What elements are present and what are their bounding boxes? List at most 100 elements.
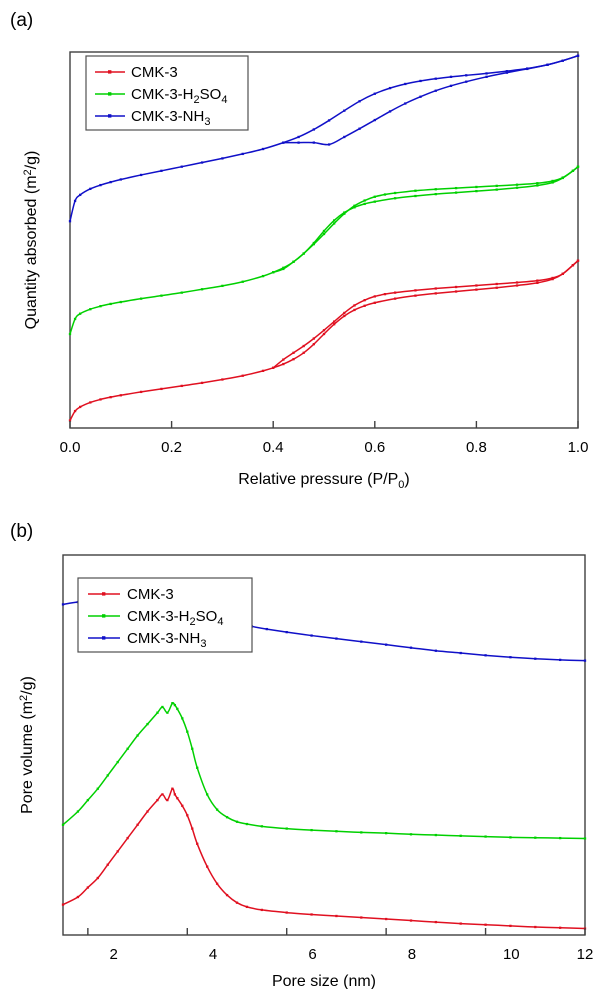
panel-a-series-3-marker xyxy=(393,191,397,195)
panel-a-series-3-marker xyxy=(312,242,315,246)
panel-a-xtick-4: 0.8 xyxy=(466,439,487,456)
panel-a-series-4-marker xyxy=(109,180,112,184)
panel-a-series-3-marker xyxy=(495,184,498,188)
panel-b-series-0-marker xyxy=(181,804,184,807)
panel-b-xtick-5: 12 xyxy=(577,946,594,963)
panel-a-series-0-marker xyxy=(363,304,366,307)
panel-a-series-3-marker xyxy=(576,165,580,168)
panel-a-series-3-marker xyxy=(536,182,539,185)
panel-b-series-2-marker xyxy=(434,649,438,652)
panel-a-series-0-marker xyxy=(261,369,265,372)
panel-a-series-1-marker xyxy=(571,264,575,267)
panel-b-series-1-marker xyxy=(173,703,177,707)
panel-a-series-0-marker xyxy=(292,358,295,361)
panel-a-series-5-marker xyxy=(282,141,285,144)
panel-a-series-1-marker xyxy=(515,281,519,284)
panel-a-series-0-marker xyxy=(454,290,458,293)
panel-a-series-4-marker xyxy=(327,119,331,122)
panel-a-series-0-marker xyxy=(109,396,112,399)
panel-a-series-1-marker xyxy=(302,344,305,348)
panel-a-series-0-marker xyxy=(414,294,417,297)
panel-b-series-1-marker xyxy=(484,835,487,838)
panel-b-x-ticks xyxy=(87,928,586,935)
panel-b-series-1-marker xyxy=(181,717,184,720)
panel-a-series-5-marker xyxy=(404,102,407,105)
panel-b-series-2-marker xyxy=(360,640,363,643)
panel-b-series-1-marker xyxy=(459,834,462,837)
panel-a-series-5-marker xyxy=(526,67,529,71)
panel-b-series-0-marker xyxy=(434,920,438,924)
panel-a-series-5-marker xyxy=(505,71,509,74)
panel-a-series-4-marker xyxy=(241,152,244,156)
panel-a-legend-marker-cmk3 xyxy=(108,70,112,74)
panel-b-series-0-marker xyxy=(61,903,65,906)
panel-a-curves xyxy=(68,54,580,422)
panel-b-series-1-marker xyxy=(384,832,388,835)
panel-b-series-1-marker xyxy=(96,787,99,790)
panel-a-series-4-marker xyxy=(358,100,361,103)
panel-b-series-0-marker xyxy=(126,836,129,840)
panel-b-series-1-marker xyxy=(434,833,438,837)
panel-a-legend-label-cmk3: CMK-3 xyxy=(131,64,178,81)
panel-a-series-0-marker xyxy=(282,362,285,366)
panel-b-series-2-marker xyxy=(558,658,562,662)
panel-a-series-2-marker xyxy=(180,291,183,294)
panel-b-series-0-marker xyxy=(136,823,139,826)
panel-a-x-ticks xyxy=(69,421,579,428)
panel-a-series-0-marker xyxy=(160,387,163,391)
panel-a-series-4-marker xyxy=(99,183,102,187)
panel-a-series-4-marker xyxy=(404,82,407,86)
panel-b-series-1-marker xyxy=(116,760,119,764)
panel-a-legend-marker-cmk3-h2so4 xyxy=(108,92,112,96)
panel-a-legend-label-cmk3-nh3: CMK-3-NH3 xyxy=(131,108,210,128)
panel-b-xtick-1: 4 xyxy=(209,946,217,963)
panel-a-series-4-marker xyxy=(343,109,346,112)
panel-a-series-5-marker xyxy=(419,95,422,98)
panel-a-series-1-marker xyxy=(434,287,437,290)
panel-b-series-0-marker xyxy=(558,926,562,929)
panel-b-series-1-marker xyxy=(285,827,288,830)
panel-a-series-3-marker xyxy=(333,222,336,225)
panel-a-series-4-marker xyxy=(297,135,300,139)
panel-b-series-0-marker xyxy=(484,923,487,926)
panel-b-series-1-marker xyxy=(191,747,194,750)
panel-a-series-5-marker xyxy=(343,135,346,139)
panel-b-series-1-marker xyxy=(260,825,264,828)
panel-b-series-1-marker xyxy=(310,828,313,832)
panel-b-series-1-marker xyxy=(509,836,512,839)
panel-b-legend: CMK-3 CMK-3-H2SO4 CMK-3-NH3 xyxy=(77,577,253,653)
panel-b-series-0-marker xyxy=(384,917,388,921)
panel-a-series-1-marker xyxy=(551,276,554,280)
panel-b-series-0-marker xyxy=(215,882,219,885)
panel-b-series-0-marker xyxy=(161,793,164,796)
panel-b-series-1-marker xyxy=(156,711,159,714)
panel-a-series-5-marker xyxy=(561,59,564,62)
panel-a-series-3-marker xyxy=(551,179,554,183)
panel-a-series-1-marker xyxy=(353,304,356,307)
panel-b-series-2-marker xyxy=(61,603,65,606)
panel-a-series-5-marker xyxy=(373,118,376,122)
panel-b-series-2-marker xyxy=(484,654,487,657)
panel-a-legend-box xyxy=(85,55,249,131)
panel-a-series-2-marker xyxy=(363,202,366,206)
panel-b-series-2-marker xyxy=(265,627,268,631)
panel-a-xtick-0: 0.0 xyxy=(60,439,81,456)
panel-a-series-0-marker xyxy=(475,288,478,291)
panel-a-series-4-marker xyxy=(73,199,77,203)
panel-b-series-1-marker xyxy=(76,810,80,813)
panel-b-series-2-marker xyxy=(583,659,587,662)
panel-a-series-3-marker xyxy=(353,204,356,207)
panel-a-series-4-marker xyxy=(68,220,72,223)
panel-a-series-4-marker xyxy=(373,92,376,95)
panel-b-series-1-marker xyxy=(86,798,90,802)
panel-a-series-1-marker xyxy=(576,259,580,262)
panel-b-series-1-marker xyxy=(161,705,164,709)
panel-b-series-1-marker xyxy=(126,747,129,750)
panel-b-tag: (b) xyxy=(10,521,34,542)
panel-b-series-0-marker xyxy=(360,916,363,919)
panel-a-series-4-marker xyxy=(388,86,392,90)
panel-a-series-2-marker xyxy=(515,186,519,189)
panel-b-series-0-marker xyxy=(459,922,462,925)
panel-a-series-4-marker xyxy=(485,72,488,75)
